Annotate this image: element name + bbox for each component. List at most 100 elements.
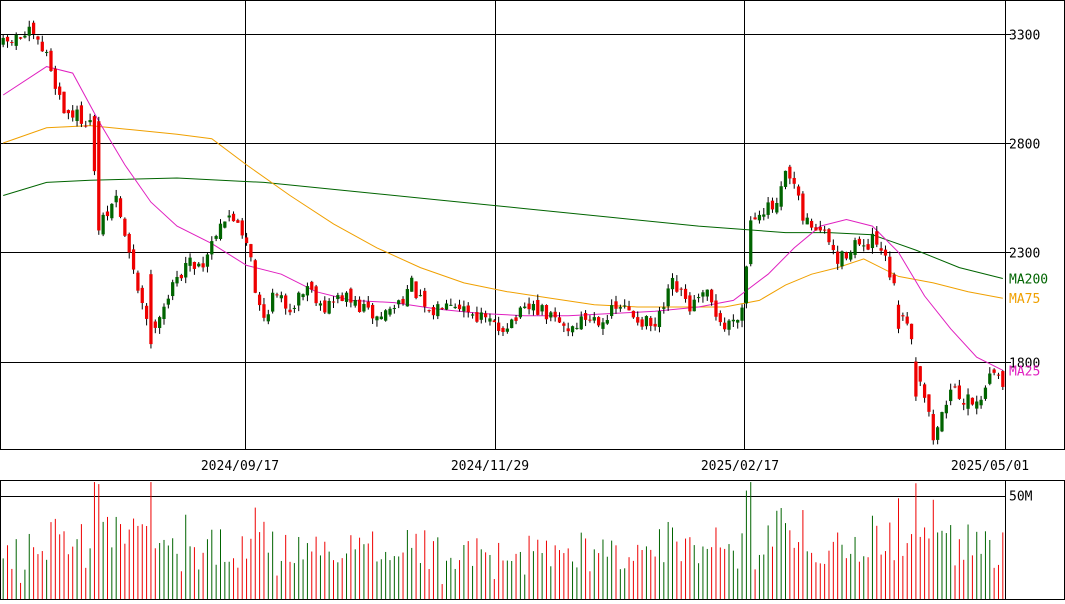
candle-down	[231, 213, 236, 222]
candle-down	[340, 295, 344, 302]
candle-up	[736, 319, 740, 323]
candle-down	[636, 317, 640, 323]
candle-up	[375, 316, 379, 321]
candle-down	[583, 313, 588, 320]
candle-up	[601, 322, 605, 329]
candle-down	[84, 125, 88, 127]
candle-down	[36, 36, 40, 40]
candle-down	[879, 248, 883, 251]
candle-down	[770, 200, 775, 210]
candle-down	[801, 193, 805, 221]
candle-down	[144, 305, 149, 319]
candle-up	[840, 251, 844, 267]
candle-down	[357, 299, 362, 313]
candle-up	[944, 404, 948, 414]
candle-up	[14, 34, 18, 46]
candle-up	[75, 109, 79, 121]
candle-down	[97, 121, 101, 231]
candle-up	[779, 186, 783, 207]
candle-up	[162, 306, 166, 320]
candle-up	[692, 299, 696, 312]
candle-down	[723, 322, 727, 330]
candle-down	[753, 217, 757, 220]
candle-down	[709, 289, 714, 303]
candle-up	[592, 317, 596, 321]
candle-down	[284, 295, 288, 309]
candle-down	[588, 319, 592, 321]
candle-up	[657, 311, 662, 328]
candle-up	[540, 305, 544, 312]
candle-down	[679, 288, 683, 290]
candle-down	[323, 300, 327, 313]
candle-down	[314, 286, 318, 304]
candle-up	[518, 307, 523, 318]
candle-up	[579, 316, 583, 330]
candle-up	[344, 292, 349, 302]
candle-down	[562, 323, 566, 326]
candle-up	[218, 223, 223, 240]
candle-down	[857, 238, 862, 245]
candle-down	[792, 177, 796, 184]
candle-down	[631, 310, 636, 318]
candle-up	[362, 303, 366, 312]
candle-down	[892, 274, 896, 284]
candle-up	[488, 318, 492, 322]
volume-layer	[2, 482, 1004, 599]
candle-up	[775, 202, 779, 213]
candle-down	[275, 294, 279, 296]
candle-down	[922, 384, 927, 398]
candle-up	[266, 314, 270, 322]
candle-down	[896, 304, 901, 329]
candle-up	[205, 254, 210, 267]
candle-up	[301, 294, 305, 298]
candle-up	[158, 317, 162, 328]
candle-up	[644, 316, 649, 327]
candle-down	[53, 68, 57, 89]
candle-down	[105, 211, 110, 217]
candle-up	[379, 316, 383, 320]
candle-up	[666, 288, 670, 307]
candle-down	[718, 313, 722, 323]
date-tick-label: 2025/05/01	[951, 459, 1029, 474]
candle-up	[762, 214, 766, 217]
candle-up	[227, 215, 231, 218]
candle-down	[836, 251, 840, 264]
candle-up	[418, 295, 423, 297]
candle-up	[305, 286, 310, 296]
candle-up	[531, 303, 536, 311]
candle-down	[244, 237, 249, 244]
ma75-line	[3, 125, 1003, 308]
candle-down	[440, 308, 444, 310]
candle-down	[131, 249, 136, 270]
candle-down	[18, 37, 23, 39]
candle-down	[236, 220, 240, 223]
candle-down	[814, 227, 818, 231]
candle-down	[809, 220, 814, 228]
candle-down	[566, 328, 570, 332]
candle-down	[1001, 371, 1005, 387]
candle-down	[688, 295, 692, 312]
candle-up	[744, 266, 749, 304]
candle-down	[123, 218, 127, 236]
candle-up	[696, 297, 701, 299]
candle-down	[31, 22, 36, 34]
candle-down	[423, 290, 427, 307]
volume-tick-label: 50M	[1009, 490, 1033, 505]
candle-up	[766, 202, 770, 215]
candle-up	[175, 276, 179, 284]
price-tick-label: 2300	[1009, 247, 1040, 262]
candle-up	[327, 300, 331, 314]
candle-down	[992, 369, 996, 373]
candle-up	[444, 303, 449, 310]
candle-down	[557, 317, 562, 323]
candle-up	[575, 327, 579, 329]
candle-up	[318, 303, 323, 306]
date-tick-label: 2025/02/17	[701, 459, 779, 474]
candle-up	[523, 306, 527, 309]
candle-up	[1, 37, 5, 45]
candle-up	[805, 217, 809, 225]
candle-down	[818, 226, 822, 231]
candle-up	[384, 310, 388, 321]
candle-up	[757, 214, 762, 221]
